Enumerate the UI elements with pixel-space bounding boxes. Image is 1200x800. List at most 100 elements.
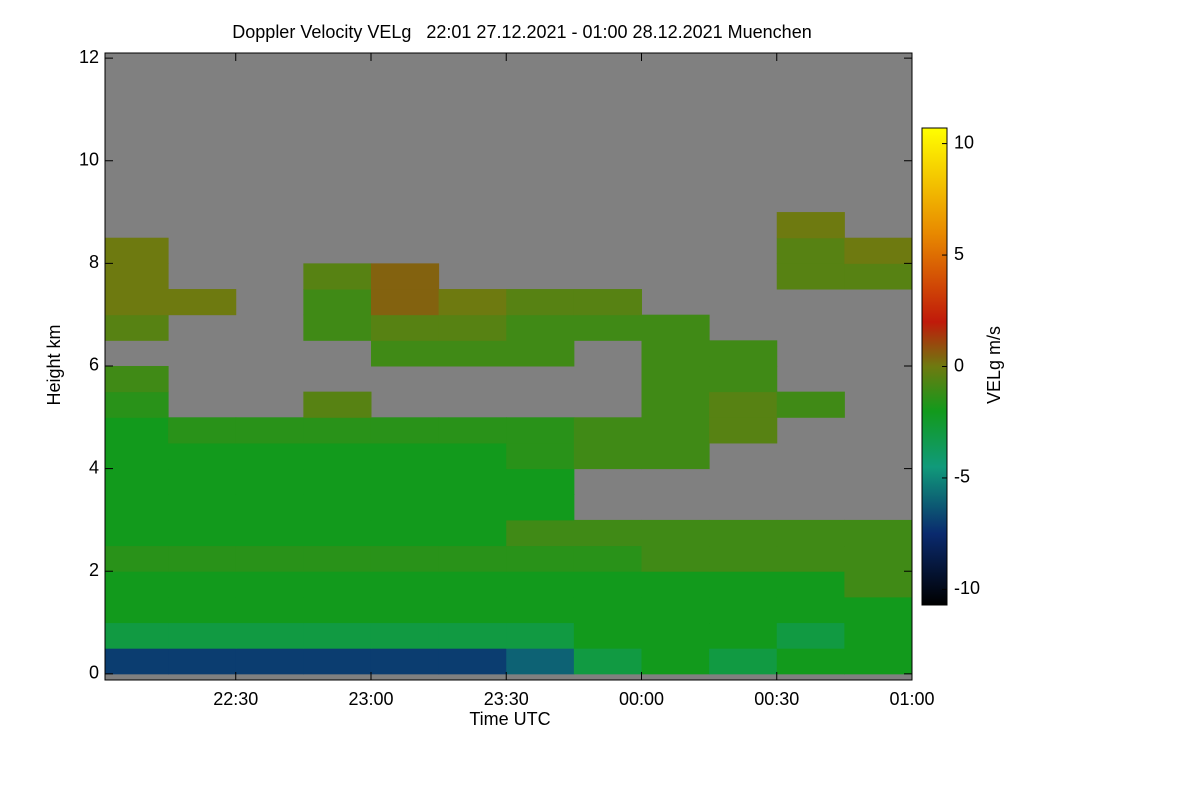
heatmap-cell: [303, 442, 372, 470]
heatmap-cell: [709, 596, 778, 624]
colorbar-tick-label: -10: [954, 578, 980, 598]
heatmap-cell: [641, 314, 710, 341]
heatmap-cell: [303, 622, 372, 649]
heatmap-cell: [506, 442, 575, 470]
heatmap-cell: [438, 289, 507, 316]
y-tick-label: 10: [79, 149, 99, 169]
y-tick-label: 8: [89, 252, 99, 272]
heatmap-cell: [168, 571, 237, 598]
heatmap-cell: [506, 571, 575, 598]
heatmap-cell: [105, 596, 169, 624]
heatmap-cell: [235, 545, 304, 572]
heatmap-cell: [776, 596, 845, 624]
heatmap-cell: [235, 596, 304, 624]
heatmap-cell: [168, 519, 237, 547]
heatmap-cell: [506, 417, 575, 444]
heatmap-cell: [105, 545, 169, 572]
heatmap-cell: [235, 442, 304, 470]
heatmap-cell: [776, 391, 845, 418]
heatmap-cell: [303, 314, 372, 341]
y-tick-label: 6: [89, 355, 99, 375]
heatmap-cell: [168, 289, 237, 316]
heatmap-cell: [303, 417, 372, 444]
heatmap-cell: [370, 289, 440, 316]
colorbar-tick-label: 5: [954, 244, 964, 264]
heatmap-cell: [709, 571, 778, 598]
heatmap-cell: [844, 622, 912, 649]
heatmap-cell: [573, 519, 642, 547]
heatmap-cell: [370, 648, 440, 675]
heatmap-cell: [573, 545, 642, 572]
heatmap-cell: [235, 571, 304, 598]
colorbar-tick-label: 10: [954, 132, 974, 152]
heatmap-cell: [105, 442, 169, 470]
heatmap-cell: [303, 494, 372, 521]
heatmap-cell: [438, 442, 507, 470]
heatmap-cell: [506, 648, 575, 675]
heatmap-cell: [438, 571, 507, 598]
heatmap-cell: [235, 417, 304, 444]
heatmap-cell: [573, 571, 642, 598]
heatmap-cell: [641, 340, 710, 367]
heatmap-cell: [438, 417, 507, 444]
heatmap-cell: [641, 391, 710, 418]
heatmap-cell: [506, 596, 575, 624]
heatmap-cell: [776, 622, 845, 649]
heatmap-cell: [105, 417, 169, 444]
heatmap-cell: [168, 417, 237, 444]
heatmap-cell: [776, 263, 845, 290]
heatmap-cell: [105, 263, 169, 290]
y-axis-label: Height km: [44, 324, 64, 405]
heatmap-cell: [105, 519, 169, 547]
heatmap-cell: [844, 596, 912, 624]
heatmap-cell: [641, 622, 710, 649]
heatmap-cell: [168, 494, 237, 521]
heatmap-cell: [776, 519, 845, 547]
heatmap-cell: [303, 519, 372, 547]
heatmap-cell: [168, 468, 237, 495]
heatmap-cell: [370, 417, 440, 444]
heatmap-cell: [370, 571, 440, 598]
heatmap-cell: [370, 622, 440, 649]
heatmap-cell: [105, 622, 169, 649]
heatmap-cell: [709, 340, 778, 367]
heatmap-cell: [641, 596, 710, 624]
y-tick-label: 4: [89, 457, 99, 477]
heatmap-cell: [573, 314, 642, 341]
heatmap-cell: [506, 468, 575, 495]
heatmap-cell: [709, 622, 778, 649]
heatmap-cell: [105, 314, 169, 341]
heatmap-cell: [573, 596, 642, 624]
heatmap-cell: [776, 212, 845, 239]
heatmap-cell: [641, 545, 710, 572]
heatmap-cell: [370, 596, 440, 624]
heatmap-cell: [303, 571, 372, 598]
heatmap-cell: [438, 545, 507, 572]
heatmap-cell: [641, 365, 710, 393]
heatmap-cell: [168, 545, 237, 572]
heatmap-cell: [105, 571, 169, 598]
heatmap-cell: [438, 596, 507, 624]
heatmap-cell: [168, 442, 237, 470]
heatmap-cell: [641, 519, 710, 547]
heatmap-cell: [844, 237, 912, 264]
heatmap-cell: [235, 519, 304, 547]
heatmap-cell: [506, 622, 575, 649]
heatmap: [105, 212, 912, 675]
heatmap-cell: [709, 545, 778, 572]
heatmap-cell: [641, 442, 710, 470]
y-tick-label: 0: [89, 663, 99, 683]
colorbar-tick-label: 0: [954, 355, 964, 375]
heatmap-cell: [573, 289, 642, 316]
heatmap-cell: [506, 494, 575, 521]
heatmap-cell: [506, 289, 575, 316]
heatmap-cell: [235, 468, 304, 495]
heatmap-cell: [370, 494, 440, 521]
x-tick-label: 00:00: [619, 689, 664, 709]
heatmap-cell: [573, 417, 642, 444]
heatmap-cell: [303, 391, 372, 418]
heatmap-cell: [776, 545, 845, 572]
plot-frame: [104, 52, 913, 681]
